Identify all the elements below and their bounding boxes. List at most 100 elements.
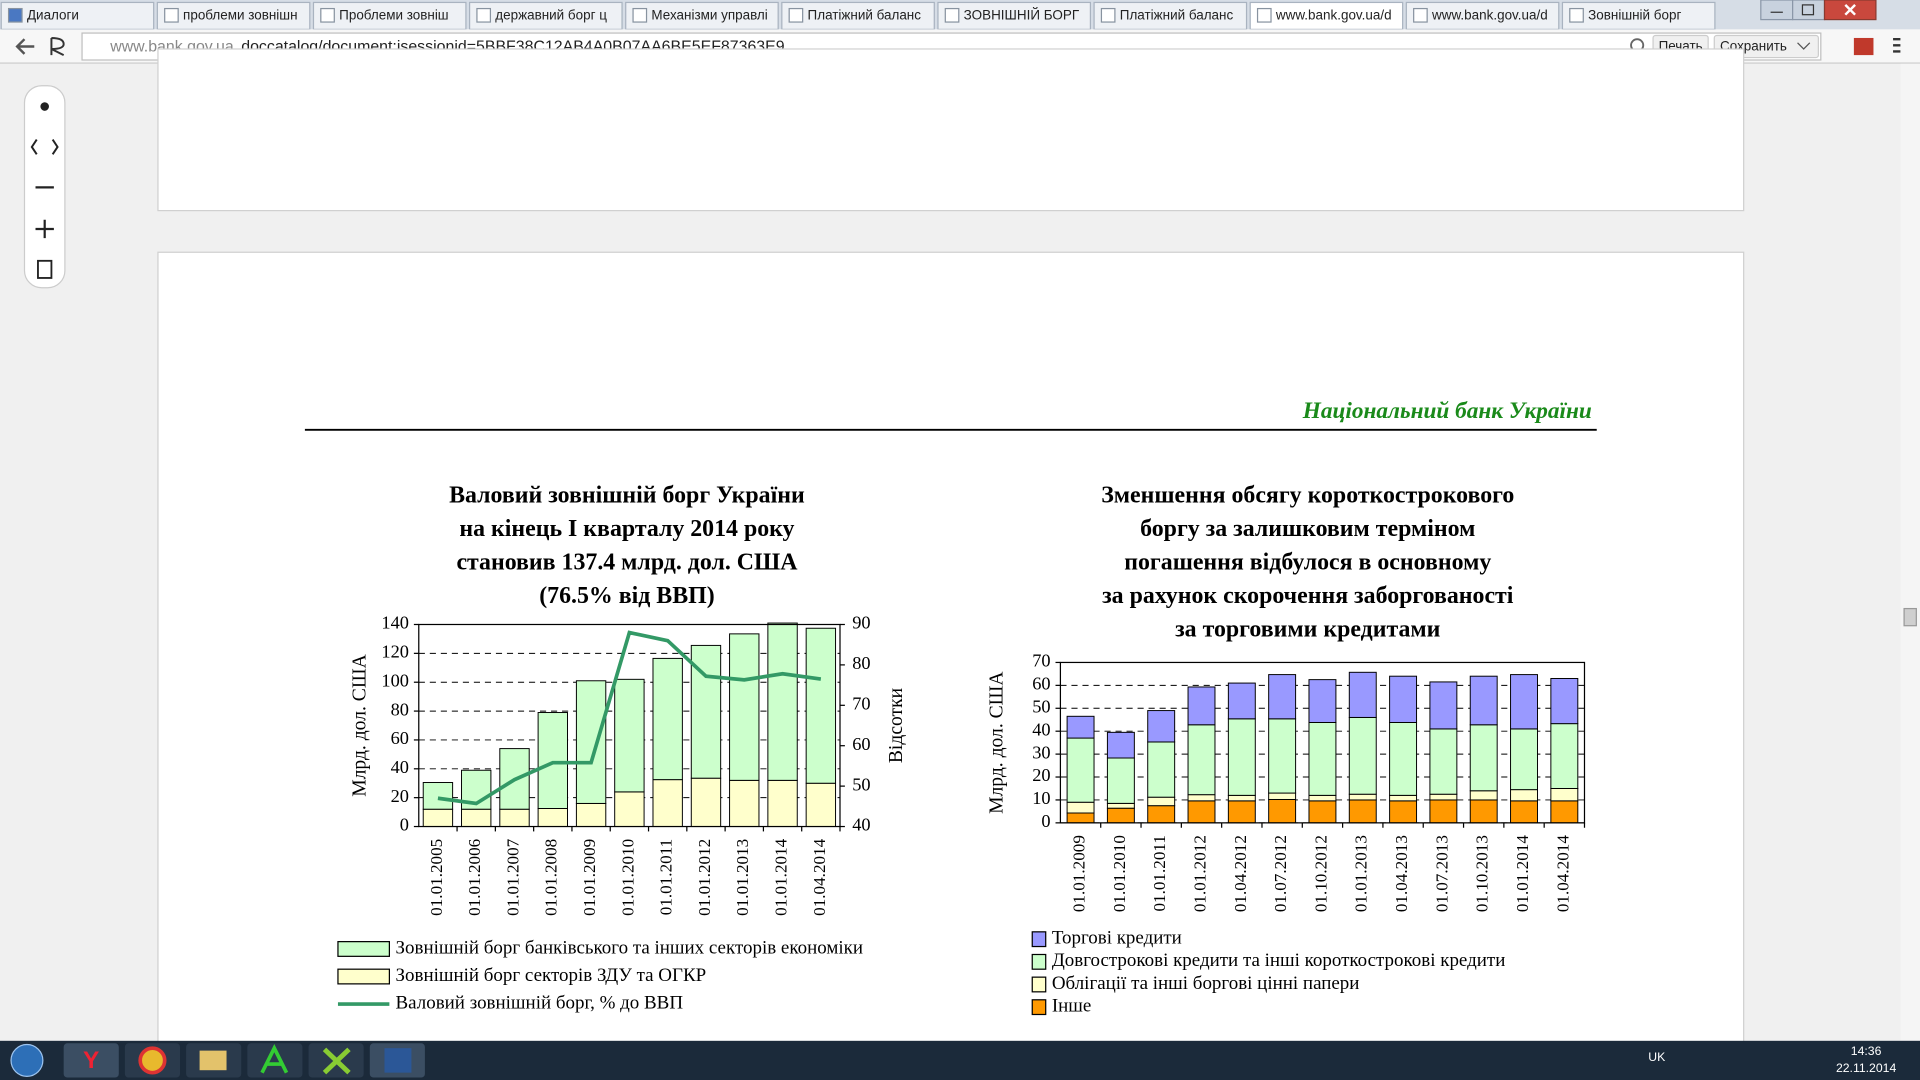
- zoom-in[interactable]: [35, 219, 54, 239]
- bar-segment: [1550, 800, 1579, 824]
- x-tick-label: 01.01.2007: [503, 838, 522, 915]
- tabs: Диалоги проблеми зовнішн Проблеми зовніш де…: [0, 1, 1716, 30]
- scroll-thumb[interactable]: [1903, 607, 1917, 627]
- bar-segment: [1106, 731, 1135, 759]
- bar-segment: [1348, 671, 1377, 718]
- document-header: Національний банк України: [1302, 398, 1592, 424]
- bar-segment: [1187, 686, 1216, 726]
- x-tick-label: 01.01.2010: [618, 839, 637, 916]
- maximize-button[interactable]: [1792, 0, 1826, 21]
- x-tick-label: 01.01.2012: [695, 839, 714, 916]
- tab[interactable]: [312, 1, 467, 30]
- scrollbar[interactable]: [1900, 63, 1920, 1041]
- app-icon: [138, 1046, 167, 1075]
- tab-icon: [944, 7, 960, 23]
- bar-segment: [1147, 805, 1176, 824]
- x-tick-label: 01.07.2012: [1271, 835, 1290, 912]
- line-series: [437, 630, 822, 806]
- taskbar-app[interactable]: [63, 1043, 119, 1078]
- x-tick-label: 01.10.2013: [1473, 835, 1492, 912]
- x-tick-label: 01.04.2012: [1231, 835, 1250, 912]
- chart: Зменшення обсягу короткострокового боргу …: [986, 483, 1586, 1017]
- bar-segment: [1348, 799, 1377, 824]
- bar-segment: [1066, 812, 1095, 824]
- bar-segment: [1429, 681, 1458, 730]
- y-tick-label: 20: [391, 786, 409, 806]
- legend-label: Облігації та інші боргові цінні папери: [1052, 973, 1360, 994]
- page: [157, 251, 1745, 1062]
- pointer-tool[interactable]: [40, 102, 49, 111]
- charts: Валовий зовнішній борг України на кінець …: [337, 483, 1586, 1017]
- taskbar-app[interactable]: [247, 1043, 303, 1078]
- back-button[interactable]: [15, 38, 35, 55]
- y-tick-label: 40: [391, 757, 409, 777]
- bar-segment: [1147, 741, 1176, 798]
- y-tick-label: 140: [381, 613, 409, 633]
- bar-segment: [767, 622, 798, 781]
- y-tick-label: 30: [1032, 742, 1050, 762]
- tab[interactable]: [1405, 1, 1560, 30]
- bar-segment: [1147, 710, 1176, 743]
- bar-segment: [652, 779, 683, 828]
- bar-segment: [422, 782, 454, 810]
- x-tick-label: 01.01.2009: [1070, 835, 1089, 912]
- x-tick-label: 01.10.2012: [1311, 835, 1330, 912]
- bar-segment: [1550, 677, 1579, 725]
- chart-title: становив 137.4 млрд. дол. США: [456, 549, 798, 575]
- x-tick-label: 01.01.2014: [771, 838, 790, 916]
- viewer-toolbar: [23, 85, 66, 289]
- menu-button[interactable]: [1893, 37, 1901, 53]
- clock-time[interactable]: 14:36: [1851, 1044, 1882, 1058]
- bar-segment: [1510, 674, 1538, 730]
- y-tick-label: 40: [1032, 719, 1050, 739]
- bar-segment: [1429, 799, 1458, 824]
- tab[interactable]: [0, 1, 155, 30]
- chart-title: (76.5% від ВВП): [539, 583, 714, 609]
- app-icon: [199, 1050, 227, 1071]
- tab-title: Диалоги: [27, 7, 79, 22]
- input-language[interactable]: UK: [1648, 1050, 1666, 1064]
- bar-segment: [1268, 674, 1297, 720]
- fit-page[interactable]: [37, 259, 53, 279]
- page: [157, 48, 1745, 212]
- window-controls: [1760, 0, 1877, 21]
- x-tick-label: 01.01.2013: [733, 839, 752, 916]
- bar-segment: [575, 680, 607, 804]
- chart-title: Валовий зовнішній борг України: [449, 483, 805, 509]
- tab-title: Проблеми зовніш: [339, 7, 448, 22]
- tab[interactable]: [1249, 1, 1404, 30]
- start-button[interactable]: [10, 1043, 44, 1077]
- y-tick-label: 60: [391, 728, 409, 748]
- bar-segment: [1429, 793, 1458, 801]
- x-tick-label: 01.01.2013: [1352, 835, 1371, 912]
- tab-icon: [632, 7, 648, 23]
- browser-logo[interactable]: [50, 36, 65, 56]
- tab[interactable]: [937, 1, 1092, 30]
- x-tick-label: 01.01.2011: [657, 839, 676, 915]
- y-tick-label: 0: [1041, 811, 1050, 831]
- tab[interactable]: [1093, 1, 1248, 30]
- tab-icon: [1413, 7, 1428, 23]
- bar-segment: [690, 777, 722, 828]
- bar-segment: [1227, 800, 1256, 824]
- minimize-button[interactable]: [1760, 0, 1794, 21]
- bar-segment: [1187, 724, 1216, 796]
- pan-tool[interactable]: [30, 139, 59, 155]
- tab-title: www.bank.gov.ua/d: [1275, 7, 1392, 22]
- bar-segment: [614, 791, 645, 828]
- bar-segment: [1469, 724, 1498, 792]
- extension-icon[interactable]: [1853, 37, 1874, 56]
- chart-title: за рахунок скорочення заборгованості: [1102, 583, 1514, 609]
- chart-title: погашення відбулося в основному: [1124, 549, 1491, 575]
- tab[interactable]: [156, 1, 311, 30]
- tab-title: державний борг ц: [495, 7, 607, 22]
- clock-date[interactable]: 22.11.2014: [1836, 1061, 1897, 1075]
- chart-title: Зменшення обсягу короткострокового: [1101, 483, 1514, 509]
- y-tick-label: 80: [391, 699, 409, 719]
- y2-tick-label: 60: [852, 734, 870, 754]
- tab-icon: [1256, 7, 1272, 23]
- legend-swatch: [1031, 931, 1047, 948]
- x-tick-label: 01.04.2013: [1392, 835, 1411, 912]
- legend-swatch: [1031, 953, 1047, 970]
